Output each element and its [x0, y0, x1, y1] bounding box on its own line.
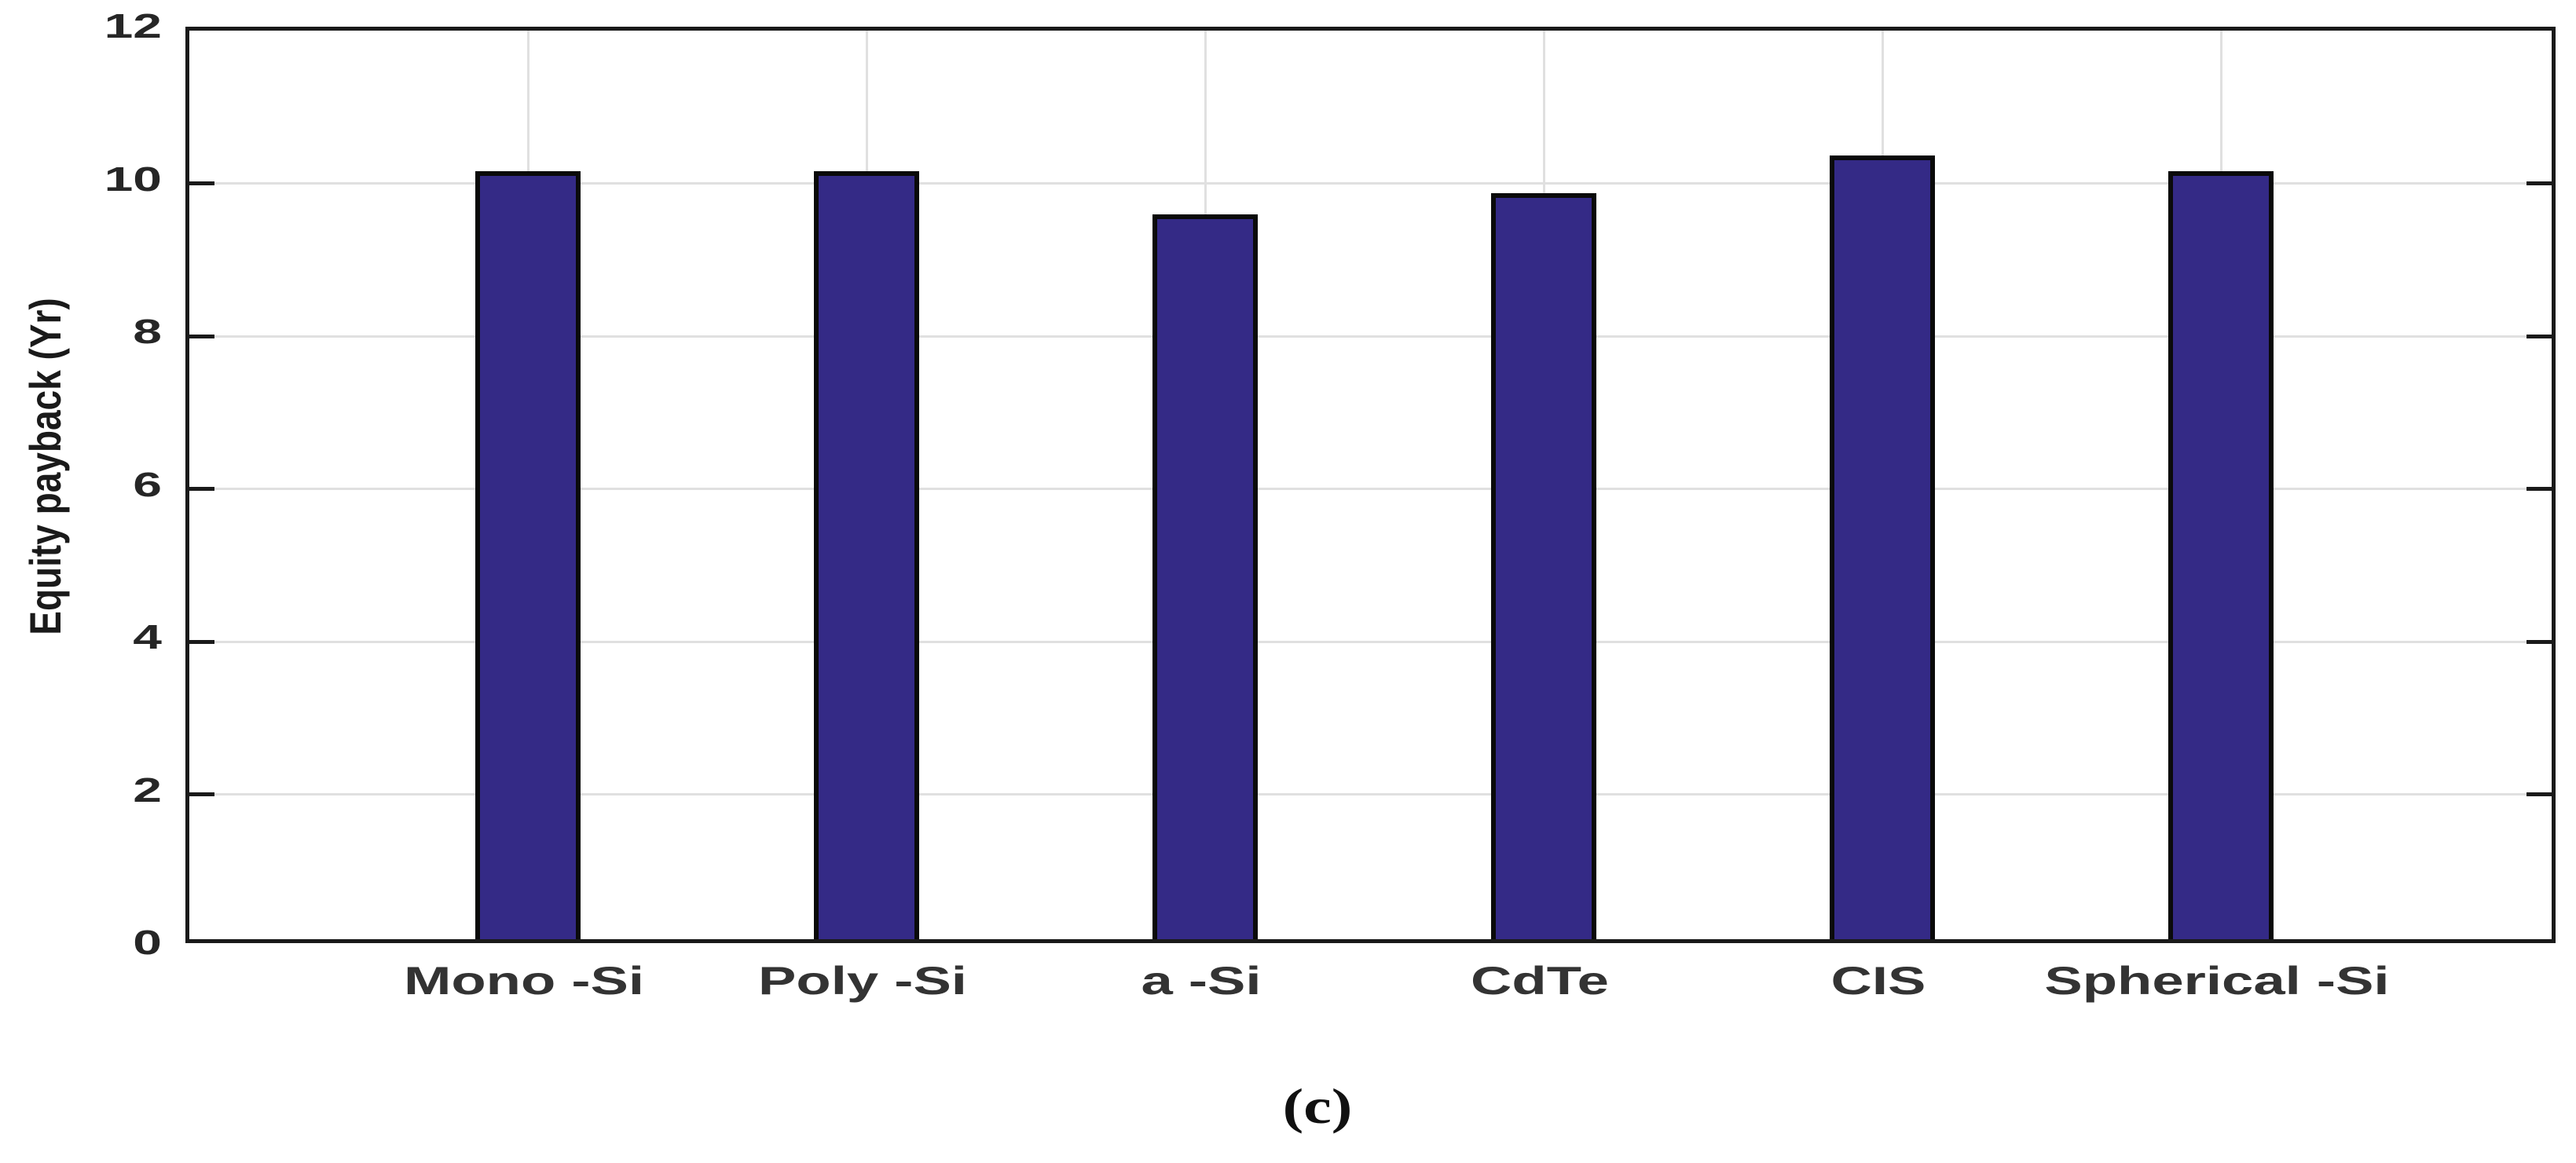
bar-a-si — [1152, 214, 1258, 939]
y-tick-label: 10 — [104, 159, 162, 199]
y-tick-mark — [2527, 181, 2552, 185]
y-tick-mark — [2527, 792, 2552, 796]
y-tick-label: 2 — [133, 770, 162, 810]
y-tick-mark — [189, 639, 214, 644]
y-tick-mark — [2527, 334, 2552, 338]
y-tick-mark — [2527, 639, 2552, 644]
bar-mono-si — [475, 170, 581, 939]
y-tick-mark — [189, 487, 214, 491]
y-tick-mark — [189, 334, 214, 338]
figure-caption: (c) — [1282, 1078, 1353, 1134]
y-gridline — [189, 640, 2552, 643]
y-tick-label: 6 — [133, 465, 162, 504]
plot-area — [185, 27, 2556, 943]
x-tick-label: Poly -Si — [758, 959, 967, 1003]
y-gridline — [189, 488, 2552, 490]
y-tick-mark — [189, 181, 214, 185]
bar-spherical-si — [2168, 170, 2274, 939]
x-tick-label: Mono -Si — [403, 959, 645, 1003]
x-tick-label: Spherical -Si — [2044, 959, 2390, 1003]
y-gridline — [189, 182, 2552, 185]
x-tick-label: a -Si — [1141, 959, 1262, 1003]
x-tick-label: CdTe — [1471, 959, 1609, 1003]
y-tick-label: 4 — [133, 618, 162, 656]
y-tick-label: 8 — [133, 313, 162, 351]
y-tick-label: 12 — [104, 7, 162, 46]
y-gridline — [189, 793, 2552, 795]
bar-cis — [1830, 155, 1935, 939]
y-tick-label: 0 — [133, 923, 162, 962]
x-tick-label: CIS — [1830, 959, 1926, 1003]
y-gridline — [189, 335, 2552, 338]
y-tick-mark — [189, 792, 214, 796]
bar-poly-si — [814, 170, 919, 939]
bar-cdte — [1491, 192, 1596, 939]
y-tick-mark — [2527, 487, 2552, 491]
